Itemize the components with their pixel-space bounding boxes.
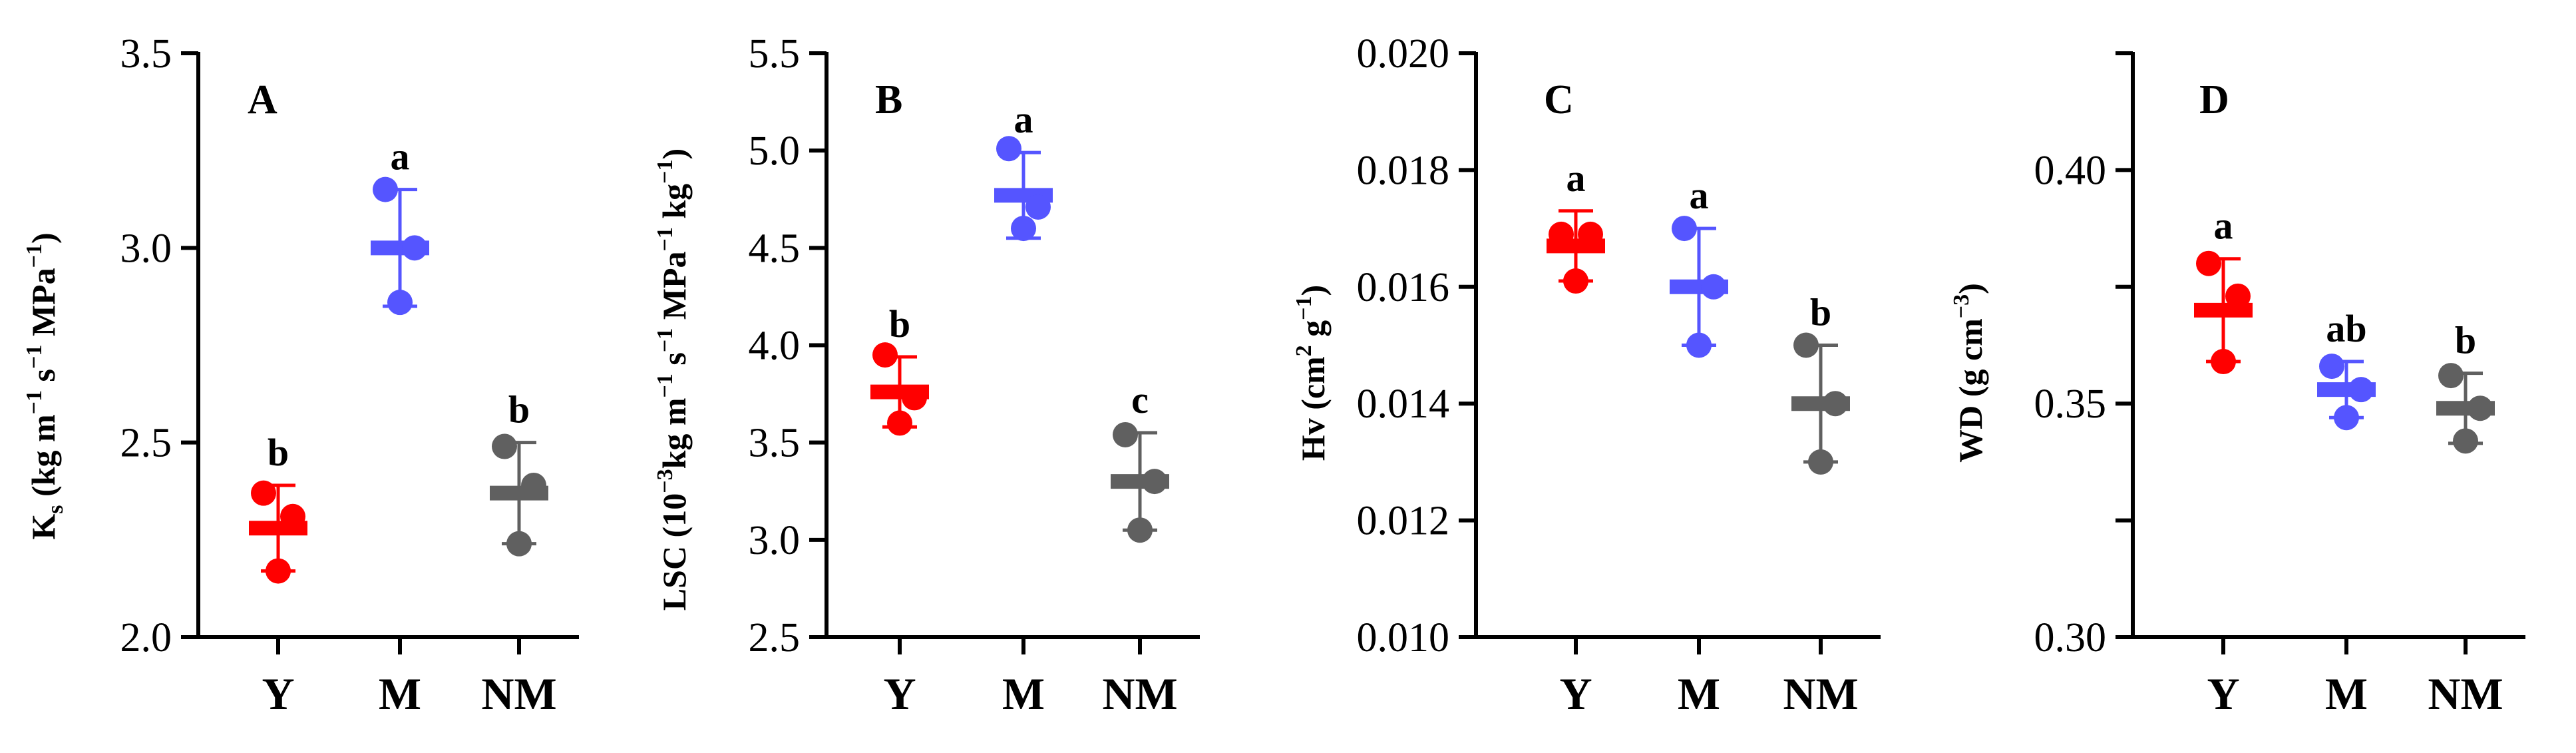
data-point-a-m <box>373 176 398 202</box>
data-point-b-nm <box>1113 421 1138 447</box>
panel-a: Ks (kg m−1 s−1 MPa−1) 2.0 2.5 3.0 3.5 Y M NM Ab… <box>22 31 579 719</box>
data-point-d-m <box>2334 405 2359 431</box>
y-tick-label-c: 0.018 <box>1357 148 1450 193</box>
data-point-a-nm <box>492 433 517 459</box>
significance-letter-d-nm: b <box>2455 319 2476 362</box>
y-axis-label-d: WD (g cm−3) <box>1949 283 1989 463</box>
panel-letter-c: C <box>1544 77 1574 123</box>
significance-letter-d-y: a <box>2214 204 2233 248</box>
significance-letter-a-y: b <box>268 431 289 474</box>
y-tick-label-b: 2.5 <box>749 615 801 660</box>
data-point-c-y <box>1563 268 1588 294</box>
data-point-a-m <box>402 235 427 261</box>
data-point-c-y <box>1549 221 1574 247</box>
y-tick-label-a: 3.5 <box>120 31 172 77</box>
data-point-a-y <box>280 503 305 529</box>
panel-letter-b: B <box>875 77 902 123</box>
data-point-a-y <box>266 558 291 584</box>
data-point-d-m <box>2319 354 2344 379</box>
y-tick-label-b: 4.5 <box>749 226 801 271</box>
significance-letter-c-y: a <box>1566 156 1586 200</box>
data-point-a-y <box>251 480 276 506</box>
data-point-d-nm <box>2468 395 2493 421</box>
x-tick-label-c: Y <box>1559 668 1592 719</box>
data-point-b-nm <box>1127 517 1153 543</box>
y-tick-label-b: 5.5 <box>749 31 801 77</box>
y-tick-label-c: 0.012 <box>1357 499 1450 544</box>
significance-letter-a-m: a <box>391 135 410 178</box>
significance-letter-b-y: b <box>889 302 910 346</box>
data-point-c-m <box>1686 332 1712 358</box>
data-point-b-y <box>887 410 912 436</box>
data-point-a-m <box>387 290 413 316</box>
data-point-d-m <box>2348 377 2374 403</box>
data-point-c-nm <box>1808 449 1833 475</box>
data-point-d-y <box>2196 250 2221 276</box>
x-tick-label-d: NM <box>2428 668 2503 719</box>
y-tick-label-c: 0.010 <box>1357 615 1450 660</box>
y-tick-label-d: 0.40 <box>2034 148 2107 193</box>
y-tick-label-b: 4.0 <box>749 324 801 369</box>
significance-letter-d-m: ab <box>2326 307 2366 350</box>
y-tick-label-c: 0.014 <box>1357 381 1450 427</box>
y-tick-label-d: 0.35 <box>2034 381 2107 427</box>
panel-letter-d: D <box>2199 77 2229 123</box>
data-point-b-y <box>872 342 898 368</box>
x-tick-label-a: NM <box>481 668 556 719</box>
x-tick-label-d: M <box>2325 668 2368 719</box>
panel-letter-a: A <box>248 77 277 123</box>
y-tick-label-a: 3.0 <box>120 226 172 271</box>
significance-letter-b-nm: c <box>1131 378 1149 421</box>
significance-letter-c-m: a <box>1690 174 1709 217</box>
x-tick-label-a: M <box>379 668 421 719</box>
data-point-b-m <box>996 136 1021 162</box>
data-point-c-m <box>1701 274 1726 300</box>
x-tick-label-b: NM <box>1102 668 1177 719</box>
data-point-c-nm <box>1793 332 1819 358</box>
y-axis-label-b: LSC (10−3kg m−1 s−1 MPa−1 kg−1) <box>653 148 693 611</box>
y-tick-label-b: 3.5 <box>749 421 801 466</box>
data-point-b-m <box>1011 216 1036 242</box>
data-point-b-m <box>1025 194 1051 220</box>
panel-b: LSC (10−3kg m−1 s−1 MPa−1 kg−1) 2.5 3.0 3.… <box>653 31 1200 719</box>
data-point-a-nm <box>521 472 546 498</box>
y-tick-label-b: 5.0 <box>749 128 801 174</box>
x-tick-label-a: Y <box>262 668 294 719</box>
data-point-d-nm <box>2453 428 2478 454</box>
x-tick-label-c: M <box>1678 668 1720 719</box>
panel-d: WD (g cm−3) 0.30 0.35 0.40 Y M NM Da ab b <box>1949 51 2525 719</box>
y-axis-label-c: Hv (cm2 g−1) <box>1292 285 1332 461</box>
y-tick-label-c: 0.020 <box>1357 31 1450 77</box>
significance-letter-a-nm: b <box>508 388 530 431</box>
panel-c: Hv (cm2 g−1) 0.010 0.012 0.014 0.016 0.018 0.… <box>1292 31 1881 719</box>
data-point-b-y <box>902 385 927 411</box>
y-tick-label-d: 0.30 <box>2034 615 2107 660</box>
x-tick-label-d: Y <box>2207 668 2239 719</box>
x-tick-label-b: Y <box>883 668 916 719</box>
significance-letter-b-m: a <box>1014 98 1033 141</box>
x-tick-label-c: NM <box>1783 668 1858 719</box>
data-point-a-nm <box>506 531 532 557</box>
significance-letter-c-nm: b <box>1810 291 1831 334</box>
y-axis-label-a: Ks (kg m−1 s−1 MPa−1) <box>22 232 68 539</box>
data-point-d-nm <box>2438 363 2464 389</box>
y-tick-label-a: 2.5 <box>120 421 172 466</box>
data-point-d-y <box>2225 283 2251 309</box>
data-point-c-nm <box>1823 391 1848 417</box>
y-tick-label-b: 3.0 <box>749 518 801 563</box>
data-point-c-m <box>1672 216 1697 242</box>
data-point-b-nm <box>1142 469 1167 495</box>
y-tick-label-a: 2.0 <box>120 615 172 660</box>
data-point-d-y <box>2211 349 2236 375</box>
x-tick-label-b: M <box>1002 668 1045 719</box>
y-tick-label-c: 0.016 <box>1357 265 1450 310</box>
data-point-c-y <box>1578 221 1603 247</box>
